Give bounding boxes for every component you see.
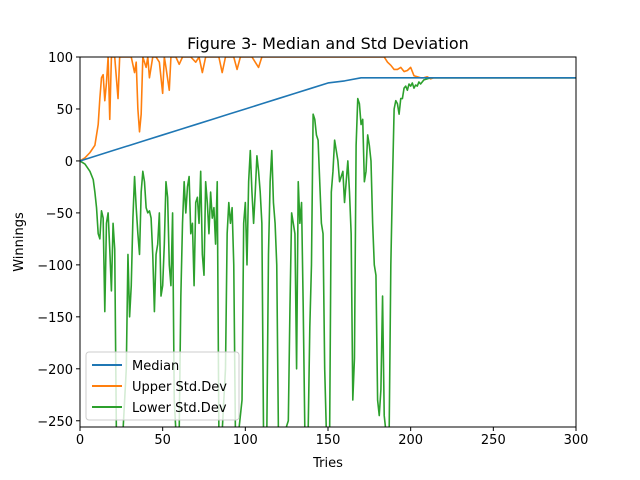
x-tick-label: 50 bbox=[154, 433, 171, 448]
legend-label: Lower Std.Dev bbox=[132, 401, 227, 416]
y-axis: 100 50 0 −50 −100 −150 −200 −250 bbox=[37, 51, 80, 430]
x-tick-label: 300 bbox=[564, 433, 589, 448]
y-tick-label: −50 bbox=[46, 207, 73, 222]
y-tick-label: 50 bbox=[56, 103, 73, 118]
x-tick-label: 100 bbox=[233, 433, 258, 448]
y-tick-label: 100 bbox=[48, 51, 73, 66]
y-tick-label: −100 bbox=[37, 259, 73, 274]
y-axis-label: Winnings bbox=[12, 212, 27, 272]
x-tick-label: 150 bbox=[316, 433, 341, 448]
x-axis-label: Tries bbox=[312, 456, 343, 471]
x-tick-label: 200 bbox=[398, 433, 423, 448]
chart-title: Figure 3- Median and Std Deviation bbox=[187, 34, 469, 53]
series-line-upper-std-dev bbox=[80, 57, 576, 162]
y-tick-label: −150 bbox=[37, 311, 73, 326]
x-axis: 0 50 100 150 200 250 300 bbox=[76, 427, 589, 448]
legend-box bbox=[85, 351, 240, 421]
series-line-lower-std-dev bbox=[80, 76, 576, 427]
y-tick-label: −250 bbox=[37, 415, 73, 430]
legend-label: Upper Std.Dev bbox=[132, 380, 227, 395]
x-tick-label: 250 bbox=[481, 433, 506, 448]
y-tick-label: −200 bbox=[37, 363, 73, 378]
series-line-median bbox=[80, 76, 576, 162]
legend-label: Median bbox=[132, 359, 179, 374]
x-tick-label: 0 bbox=[76, 433, 84, 448]
legend: Median Upper Std.Dev Lower Std.Dev bbox=[85, 351, 240, 421]
y-tick-label: 0 bbox=[65, 155, 73, 170]
plot-area bbox=[80, 57, 576, 427]
